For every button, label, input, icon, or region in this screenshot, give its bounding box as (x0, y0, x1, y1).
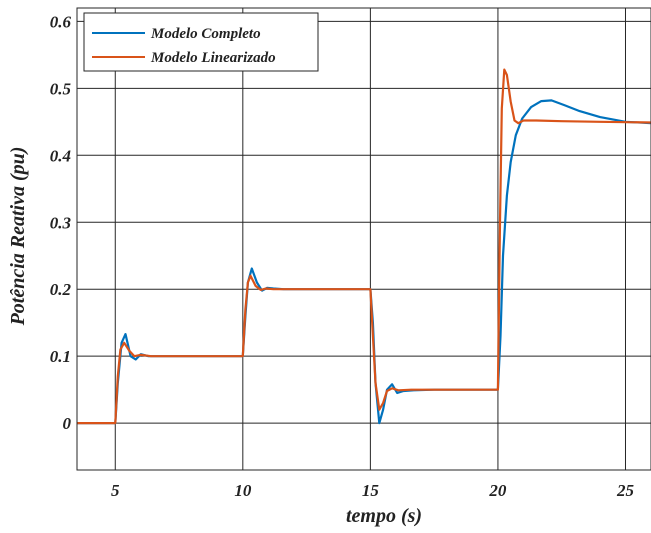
legend-label-linearizado: Modelo Linearizado (150, 50, 276, 66)
series-line-modelo-linearizado (77, 68, 651, 425)
legend-label-completo: Modelo Completo (150, 26, 261, 42)
x-axis-label: tempo (s) (346, 505, 422, 527)
y-tick-label: 0.6 (50, 12, 72, 31)
x-tick-label: 15 (362, 481, 380, 500)
y-axis-label: Potência Reativa (pu) (7, 147, 29, 327)
series-group (77, 68, 651, 425)
x-tick-label: 20 (488, 481, 507, 500)
x-tick-label: 10 (234, 481, 252, 500)
plot-frame (76, 7, 651, 471)
y-tick-label: 0.3 (50, 213, 72, 232)
x-tick-label: 5 (111, 481, 120, 500)
x-axis: 5 10 15 20 25 (111, 481, 634, 500)
y-tick-label: 0 (63, 414, 72, 433)
legend: Modelo Completo Modelo Linearizado (83, 12, 319, 72)
y-axis: 0 0.1 0.2 0.3 0.4 0.5 0.6 (50, 12, 72, 433)
y-tick-label: 0.4 (50, 146, 71, 165)
y-tick-label: 0.2 (50, 280, 72, 299)
y-tick-label: 0.1 (50, 347, 71, 366)
x-tick-label: 25 (616, 481, 635, 500)
y-tick-label: 0.5 (50, 79, 72, 98)
legend-box (83, 12, 319, 72)
